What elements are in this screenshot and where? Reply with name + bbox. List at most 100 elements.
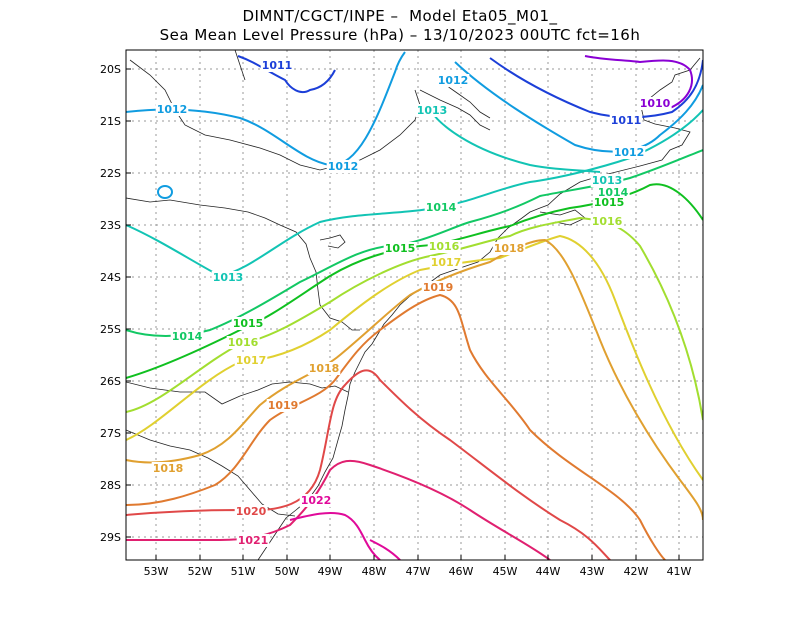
- isobar-1010: [584, 55, 693, 109]
- contour-label-bg: [299, 494, 333, 507]
- contour-label-bg: [226, 336, 260, 349]
- contour-label: 1011: [262, 59, 293, 72]
- contour-label-bg: [231, 317, 265, 330]
- isobar-1012: [454, 61, 703, 153]
- contour-label: 1013: [417, 104, 448, 117]
- lat-label: 21S: [100, 115, 121, 128]
- contour-label-bg: [260, 59, 294, 72]
- contour-label-bg: [612, 146, 646, 159]
- contour-label-bg: [436, 74, 470, 87]
- contour-label: 1016: [429, 240, 460, 253]
- contour-label-bg: [170, 330, 204, 343]
- isobar-1018: [126, 238, 703, 521]
- contour-label-bg: [429, 256, 463, 269]
- contour-label: 1022: [301, 494, 332, 507]
- lon-label: 48W: [362, 565, 387, 578]
- coastline-and-borders: [126, 50, 701, 560]
- contour-label-bg: [383, 242, 417, 255]
- contour-label: 1012: [438, 74, 469, 87]
- lon-label: 52W: [188, 565, 213, 578]
- plot-frame: [125, 49, 704, 561]
- lon-label: 43W: [580, 565, 605, 578]
- contour-label: 1016: [228, 336, 259, 349]
- lat-label: 24S: [100, 271, 121, 284]
- contour-label: 1015: [385, 242, 416, 255]
- contour-label-bg: [590, 174, 624, 187]
- contour-label: 1015: [594, 196, 625, 209]
- latitude-labels: 20S 21S 22S 23S 24S 25S 26S 27S 28S 29S: [100, 63, 121, 544]
- contour-label: 1012: [328, 160, 359, 173]
- contour-label-bg: [427, 240, 461, 253]
- isobar-1013: [429, 109, 601, 173]
- contour-label-bg: [424, 201, 458, 214]
- isobar-1011: [237, 55, 336, 94]
- contour-label-bg: [234, 505, 268, 518]
- contour-label: 1013: [592, 174, 623, 187]
- contour-label: 1019: [423, 281, 454, 294]
- lat-label: 26S: [100, 375, 121, 388]
- contour-label: 1010: [640, 97, 671, 110]
- lon-label: 47W: [406, 565, 431, 578]
- lat-label: 20S: [100, 63, 121, 76]
- contour-label: 1016: [592, 215, 623, 228]
- contour-label: 1018: [153, 462, 184, 475]
- contour-label-bg: [421, 281, 455, 294]
- map-title-line-2: Sea Mean Level Pressure (hPa) – 13/10/20…: [159, 26, 641, 44]
- lon-label: 44W: [536, 565, 561, 578]
- isobar-lines: [126, 51, 703, 560]
- lat-label: 29S: [100, 531, 121, 544]
- grid-lines: [126, 50, 703, 560]
- contour-label-bg: [592, 196, 626, 209]
- contour-label-bg: [236, 534, 270, 547]
- contour-label: 1014: [598, 186, 629, 199]
- map-title-line-1: DIMNT/CGCT/INPE – Model Eta05_M01_: [242, 7, 558, 25]
- lat-label: 25S: [100, 323, 121, 336]
- isobar-1012: [157, 185, 174, 199]
- contour-label-bg: [211, 271, 245, 284]
- lon-label: 53W: [144, 565, 169, 578]
- lon-label: 51W: [231, 565, 256, 578]
- contour-label: 1015: [233, 317, 264, 330]
- contour-label: 1017: [236, 354, 267, 367]
- contour-label: 1019: [268, 399, 299, 412]
- contour-label-bg: [415, 104, 449, 117]
- contour-label-bg: [590, 215, 624, 228]
- lon-label: 46W: [449, 565, 474, 578]
- lat-label: 27S: [100, 427, 121, 440]
- longitude-labels: 53W 52W 51W 50W 49W 48W 47W 46W 45W 44W …: [144, 565, 692, 578]
- contour-label-bg: [266, 399, 300, 412]
- contour-label: 1020: [236, 505, 267, 518]
- lat-label: 23S: [100, 219, 121, 232]
- isobar-1022: [289, 511, 381, 560]
- isobar-1022: [369, 539, 401, 560]
- contour-label: 1013: [213, 271, 244, 284]
- contour-label: 1018: [309, 362, 340, 375]
- contour-label: 1018: [494, 242, 525, 255]
- contour-label: 1014: [172, 330, 203, 343]
- lon-label: 45W: [493, 565, 518, 578]
- contour-label-bg: [492, 242, 526, 255]
- contour-label-bg: [326, 160, 360, 173]
- contour-label-bg: [609, 114, 643, 127]
- lon-label: 41W: [667, 565, 692, 578]
- contour-label-bg: [155, 103, 189, 116]
- contour-label: 1012: [614, 146, 645, 159]
- contour-label-bg: [234, 354, 268, 367]
- lon-label: 49W: [318, 565, 343, 578]
- contour-label: 1012: [157, 103, 188, 116]
- lon-label: 42W: [624, 565, 649, 578]
- contour-label-bg: [151, 462, 185, 475]
- contour-label-bg: [638, 97, 672, 110]
- contour-label-bg: [307, 362, 341, 375]
- lat-label: 28S: [100, 479, 121, 492]
- isobar-1019: [126, 293, 666, 560]
- contour-labels: 1010 1011 1011 1012 1012 1012 1012 1013 …: [151, 59, 672, 547]
- contour-label: 1017: [431, 256, 462, 269]
- isobar-1021: [126, 459, 551, 560]
- lon-label: 50W: [275, 565, 300, 578]
- contour-label: 1021: [238, 534, 269, 547]
- contour-label-bg: [596, 186, 630, 199]
- contour-label: 1014: [426, 201, 457, 214]
- contour-label: 1011: [611, 114, 642, 127]
